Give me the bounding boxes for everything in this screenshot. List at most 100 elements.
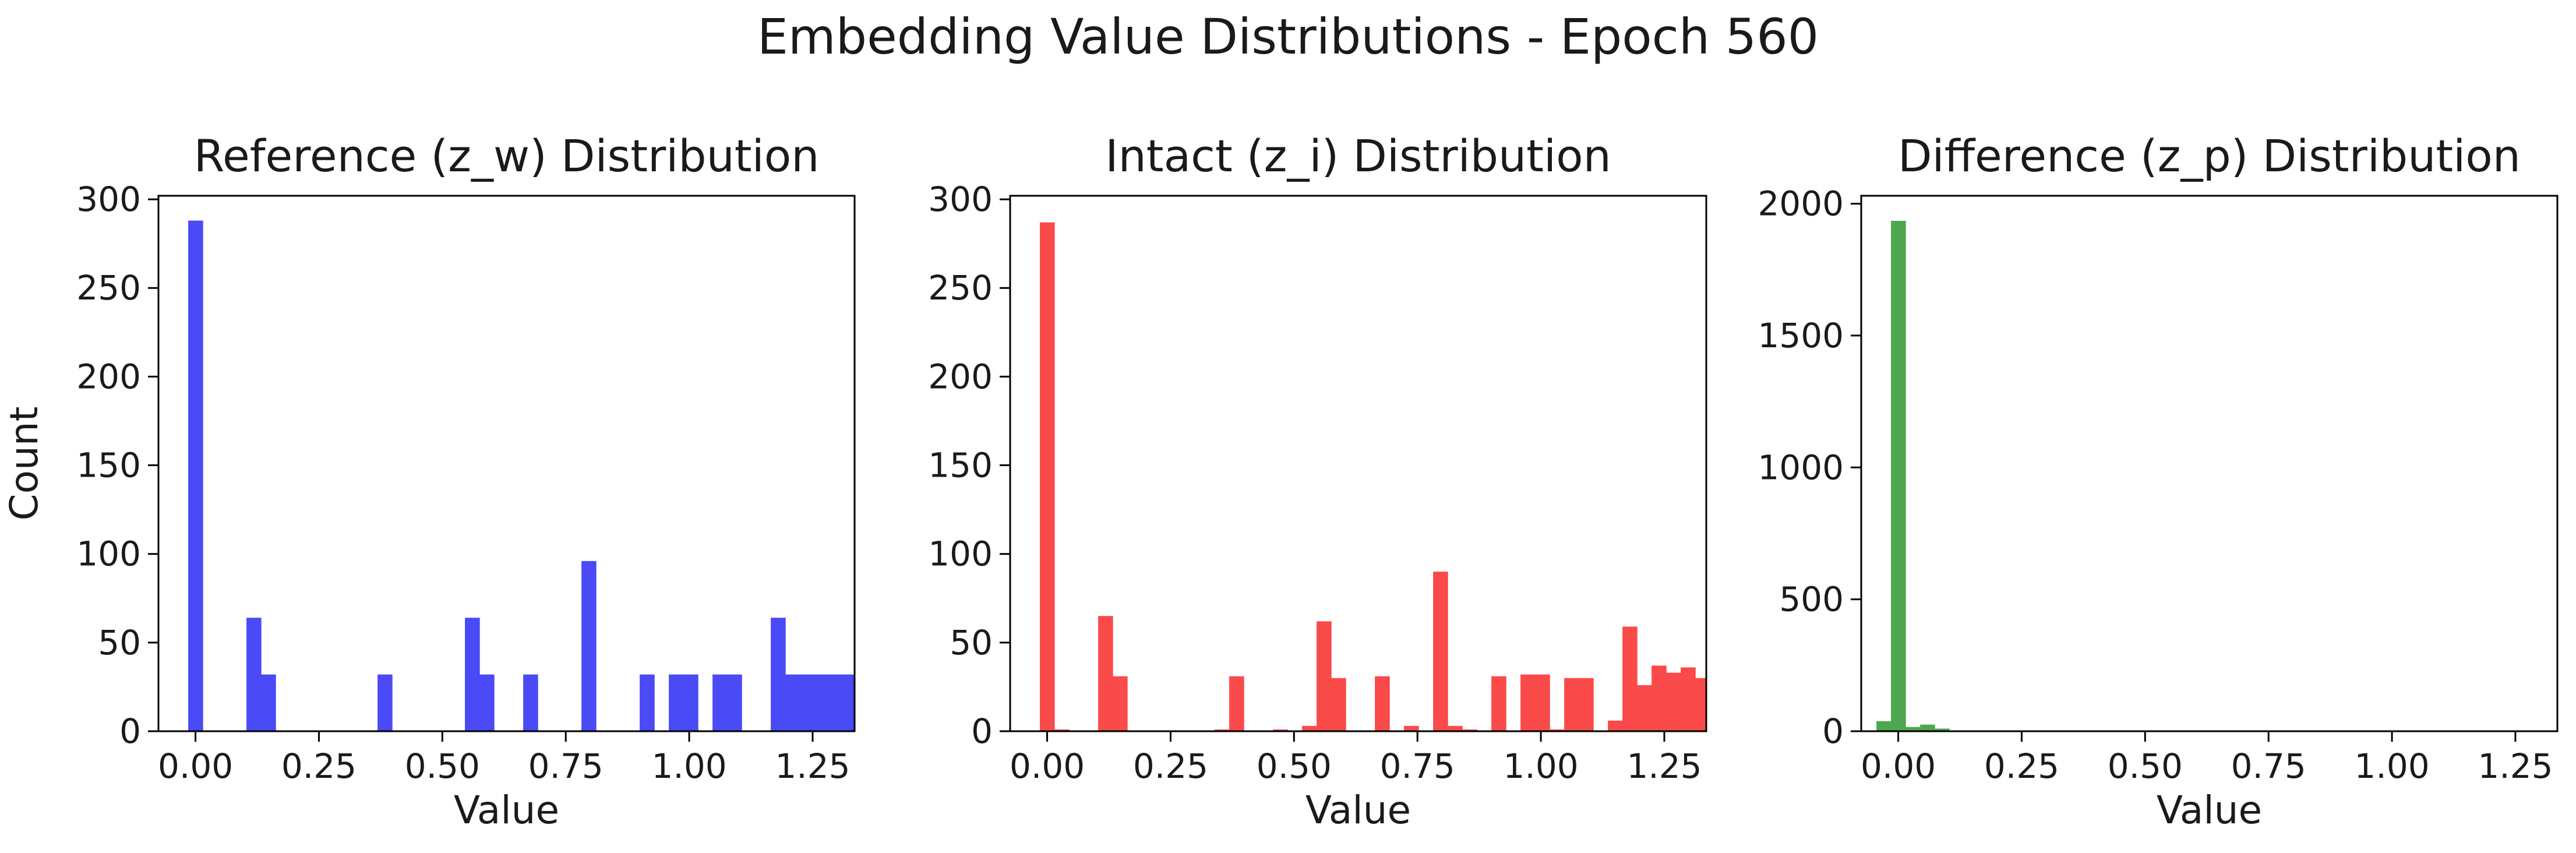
histogram-bar — [814, 674, 830, 731]
x-tick-label: 0.75 — [1380, 746, 1455, 786]
subplot-3: Difference (z_p) Distribution 0.00 0.25 0.5… — [1758, 130, 2559, 833]
y-tick-label: 0 — [1822, 711, 1844, 751]
histogram-bar — [640, 674, 655, 731]
histogram-bar — [1550, 729, 1565, 731]
y-tick-label: 150 — [928, 446, 993, 485]
axes-frame — [1009, 195, 1707, 732]
subplot-title: Intact (z_i) Distribution — [1105, 130, 1611, 182]
x-tick-label: 1.00 — [652, 746, 727, 786]
histogram-bar — [800, 674, 815, 731]
histogram-bar — [1695, 678, 1706, 731]
histogram-bar — [188, 220, 203, 731]
histogram-bar — [1935, 728, 1950, 731]
x-tick-label: 0.50 — [2108, 746, 2183, 786]
histogram-bar — [1317, 621, 1332, 731]
x-axis-label: Value — [454, 788, 559, 833]
y-tick-label: 0 — [971, 711, 993, 751]
histogram-bar — [1920, 724, 1935, 731]
y-axis-label: Count — [2, 406, 47, 520]
y-tick-label: 300 — [928, 179, 993, 219]
histogram-bars — [1876, 221, 1964, 731]
y-tick-label: 150 — [76, 446, 141, 485]
histogram-bar — [1622, 626, 1638, 731]
histogram-bar — [1273, 729, 1288, 731]
x-tick-label: 1.25 — [1626, 746, 1702, 786]
histogram-bar — [1462, 729, 1477, 731]
histogram-bar — [1608, 720, 1623, 731]
x-tick-label: 1.00 — [2355, 746, 2430, 786]
y-tick-label: 500 — [1779, 580, 1844, 619]
histogram-bar — [1666, 672, 1681, 731]
y-tick-label: 200 — [76, 357, 141, 396]
histogram-bar — [581, 561, 597, 731]
y-tick-label: 250 — [928, 268, 993, 308]
histogram-bar — [1448, 725, 1463, 731]
x-tick-label: 0.25 — [281, 746, 357, 786]
histogram-bar — [1652, 665, 1667, 731]
subplot-title: Reference (z_w) Distribution — [194, 130, 820, 182]
x-axis-label: Value — [1305, 788, 1411, 833]
y-tick-label: 1000 — [1758, 447, 1844, 487]
histogram-bar — [771, 618, 786, 731]
histogram-bar — [1564, 678, 1579, 731]
x-tick-label: 0.50 — [1257, 746, 1332, 786]
histogram-bar — [683, 674, 698, 731]
y-tick-label: 0 — [119, 711, 141, 751]
histogram-bar — [1891, 221, 1906, 731]
x-tick-label: 0.75 — [528, 746, 604, 786]
subplot-1: Reference (z_w) Distribution 0.00 0.25 0.50… — [2, 130, 856, 833]
x-tick-label: 1.00 — [1504, 746, 1579, 786]
histogram-bar — [1579, 678, 1594, 731]
histogram-bar — [1876, 721, 1892, 731]
histogram-bar — [1331, 678, 1346, 731]
y-tick-label: 200 — [928, 357, 993, 396]
y-tick-label: 250 — [76, 268, 141, 308]
y-tick-label: 50 — [98, 623, 141, 662]
histogram-bar — [727, 674, 742, 731]
y-tick-label: 1500 — [1758, 316, 1844, 355]
subplot-title: Difference (z_p) Distribution — [1898, 130, 2521, 182]
histogram-bar — [377, 674, 393, 731]
histogram-bar — [1905, 727, 1921, 731]
y-tick-label: 100 — [928, 534, 993, 574]
histogram-bar — [1098, 616, 1113, 731]
x-tick-label: 0.50 — [405, 746, 480, 786]
histogram-bar — [712, 674, 728, 731]
x-tick-label: 0.25 — [1984, 746, 2059, 786]
histogram-bar — [1491, 676, 1506, 731]
x-tick-label: 0.00 — [1010, 746, 1085, 786]
histogram-bar — [1229, 676, 1244, 731]
histogram-bar — [669, 674, 684, 731]
subplot-2: Intact (z_i) Distribution 0.00 0.25 0.50 0.7… — [928, 130, 1707, 833]
histogram-bar — [1681, 667, 1696, 731]
x-tick-label: 1.25 — [775, 746, 850, 786]
x-tick-label: 1.25 — [2478, 746, 2553, 786]
histogram-bar — [844, 674, 855, 731]
histogram-bar — [1040, 222, 1055, 731]
histogram-bars — [1040, 222, 1706, 731]
y-tick-label: 100 — [76, 534, 141, 574]
figure-title: Embedding Value Distributions - Epoch 56… — [757, 8, 1819, 65]
y-tick-label: 2000 — [1758, 184, 1844, 224]
x-tick-label: 0.00 — [1861, 746, 1936, 786]
histogram-bar — [1404, 725, 1419, 731]
histogram-bar — [1535, 674, 1550, 731]
histogram-bar — [785, 674, 800, 731]
x-tick-label: 0.00 — [158, 746, 233, 786]
histogram-bar — [1302, 725, 1317, 731]
histogram-bar — [479, 674, 495, 731]
histogram-bars — [188, 220, 855, 731]
histogram-bar — [1215, 729, 1230, 731]
histogram-bar — [523, 674, 538, 731]
histogram-bar — [1113, 676, 1128, 731]
y-tick-label: 300 — [76, 179, 141, 219]
y-tick-label: 50 — [950, 623, 993, 662]
histogram-bar — [246, 618, 262, 731]
histogram-bar — [1520, 674, 1536, 731]
histogram-bar — [465, 618, 480, 731]
histogram-bar — [829, 674, 844, 731]
histogram-bar — [261, 674, 276, 731]
histogram-bar — [1637, 685, 1652, 731]
histogram-bar — [1375, 676, 1390, 731]
